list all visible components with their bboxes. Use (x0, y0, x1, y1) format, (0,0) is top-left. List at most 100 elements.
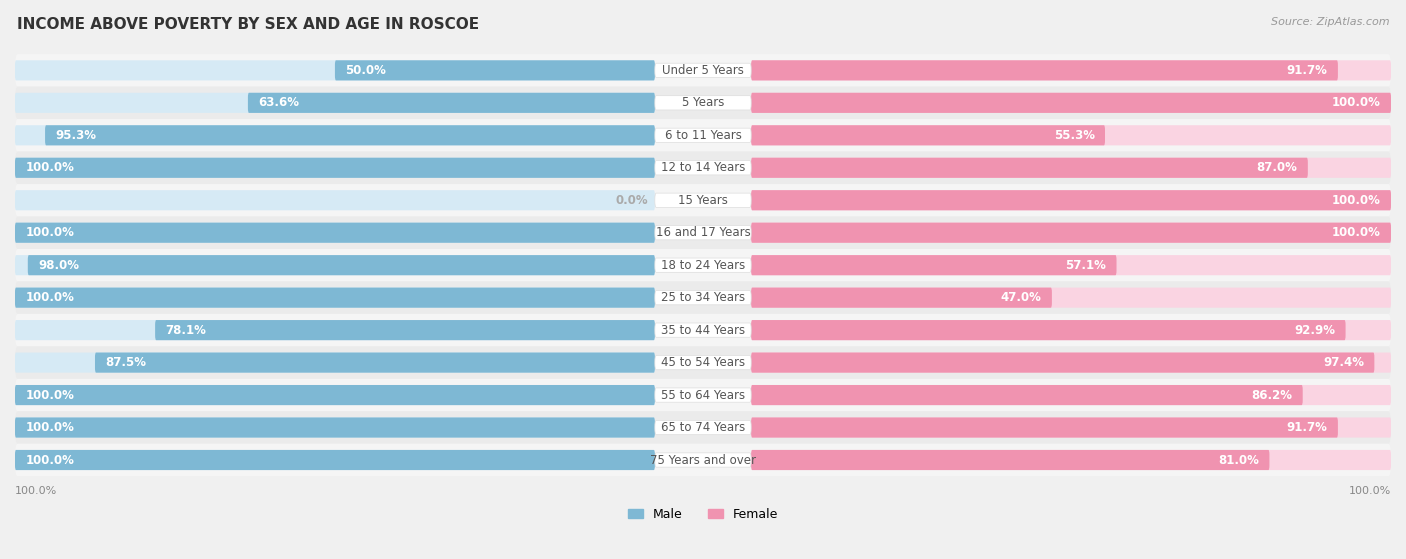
FancyBboxPatch shape (751, 320, 1391, 340)
FancyBboxPatch shape (15, 125, 655, 145)
Text: 0.0%: 0.0% (616, 194, 648, 207)
Text: 86.2%: 86.2% (1251, 389, 1292, 401)
FancyBboxPatch shape (655, 96, 751, 110)
Text: 100.0%: 100.0% (25, 226, 75, 239)
FancyBboxPatch shape (751, 93, 1391, 113)
Text: 18 to 24 Years: 18 to 24 Years (661, 259, 745, 272)
Text: 55.3%: 55.3% (1053, 129, 1095, 142)
FancyBboxPatch shape (15, 222, 655, 243)
FancyBboxPatch shape (15, 281, 1391, 314)
Text: 12 to 14 Years: 12 to 14 Years (661, 162, 745, 174)
Text: 5 Years: 5 Years (682, 96, 724, 110)
FancyBboxPatch shape (655, 226, 751, 240)
FancyBboxPatch shape (751, 320, 1346, 340)
FancyBboxPatch shape (15, 158, 655, 178)
FancyBboxPatch shape (15, 184, 1391, 216)
FancyBboxPatch shape (15, 249, 1391, 281)
FancyBboxPatch shape (96, 353, 655, 373)
Text: 100.0%: 100.0% (1331, 194, 1381, 207)
FancyBboxPatch shape (15, 255, 655, 275)
Text: 78.1%: 78.1% (166, 324, 207, 337)
FancyBboxPatch shape (751, 255, 1391, 275)
FancyBboxPatch shape (15, 216, 1391, 249)
FancyBboxPatch shape (15, 450, 655, 470)
FancyBboxPatch shape (15, 320, 655, 340)
Text: 100.0%: 100.0% (25, 162, 75, 174)
Text: 95.3%: 95.3% (55, 129, 97, 142)
Text: 16 and 17 Years: 16 and 17 Years (655, 226, 751, 239)
FancyBboxPatch shape (751, 60, 1391, 80)
FancyBboxPatch shape (15, 418, 655, 438)
Text: 100.0%: 100.0% (15, 486, 58, 496)
Text: Under 5 Years: Under 5 Years (662, 64, 744, 77)
FancyBboxPatch shape (45, 125, 655, 145)
Text: 35 to 44 Years: 35 to 44 Years (661, 324, 745, 337)
FancyBboxPatch shape (15, 314, 1391, 347)
Text: 98.0%: 98.0% (38, 259, 79, 272)
FancyBboxPatch shape (15, 93, 655, 113)
FancyBboxPatch shape (15, 60, 655, 80)
FancyBboxPatch shape (15, 54, 1391, 87)
FancyBboxPatch shape (655, 128, 751, 143)
FancyBboxPatch shape (15, 287, 655, 307)
FancyBboxPatch shape (15, 450, 655, 470)
FancyBboxPatch shape (751, 93, 1391, 113)
FancyBboxPatch shape (751, 287, 1391, 307)
FancyBboxPatch shape (15, 190, 655, 210)
Text: 100.0%: 100.0% (1348, 486, 1391, 496)
FancyBboxPatch shape (655, 258, 751, 272)
FancyBboxPatch shape (751, 353, 1374, 373)
Text: INCOME ABOVE POVERTY BY SEX AND AGE IN ROSCOE: INCOME ABOVE POVERTY BY SEX AND AGE IN R… (17, 17, 479, 32)
FancyBboxPatch shape (15, 347, 1391, 379)
FancyBboxPatch shape (751, 222, 1391, 243)
Text: 50.0%: 50.0% (346, 64, 387, 77)
FancyBboxPatch shape (751, 385, 1391, 405)
Text: 63.6%: 63.6% (259, 96, 299, 110)
FancyBboxPatch shape (15, 385, 655, 405)
FancyBboxPatch shape (751, 125, 1105, 145)
FancyBboxPatch shape (655, 356, 751, 369)
FancyBboxPatch shape (15, 385, 655, 405)
Text: 100.0%: 100.0% (25, 421, 75, 434)
FancyBboxPatch shape (247, 93, 655, 113)
Text: 92.9%: 92.9% (1295, 324, 1336, 337)
FancyBboxPatch shape (335, 60, 655, 80)
FancyBboxPatch shape (751, 418, 1391, 438)
Text: 6 to 11 Years: 6 to 11 Years (665, 129, 741, 142)
Text: 97.4%: 97.4% (1323, 356, 1364, 369)
Text: 55 to 64 Years: 55 to 64 Years (661, 389, 745, 401)
Text: 100.0%: 100.0% (1331, 96, 1381, 110)
FancyBboxPatch shape (15, 379, 1391, 411)
Text: Source: ZipAtlas.com: Source: ZipAtlas.com (1271, 17, 1389, 27)
FancyBboxPatch shape (15, 444, 1391, 476)
FancyBboxPatch shape (751, 385, 1303, 405)
FancyBboxPatch shape (155, 320, 655, 340)
FancyBboxPatch shape (15, 418, 655, 438)
Text: 87.5%: 87.5% (105, 356, 146, 369)
FancyBboxPatch shape (751, 255, 1116, 275)
FancyBboxPatch shape (751, 125, 1391, 145)
FancyBboxPatch shape (751, 158, 1391, 178)
Text: 45 to 54 Years: 45 to 54 Years (661, 356, 745, 369)
FancyBboxPatch shape (15, 87, 1391, 119)
FancyBboxPatch shape (15, 119, 1391, 151)
FancyBboxPatch shape (751, 287, 1052, 307)
Text: 91.7%: 91.7% (1286, 64, 1327, 77)
FancyBboxPatch shape (15, 353, 655, 373)
FancyBboxPatch shape (655, 420, 751, 435)
Text: 100.0%: 100.0% (25, 389, 75, 401)
FancyBboxPatch shape (751, 222, 1391, 243)
Text: 65 to 74 Years: 65 to 74 Years (661, 421, 745, 434)
FancyBboxPatch shape (751, 450, 1391, 470)
FancyBboxPatch shape (655, 291, 751, 305)
FancyBboxPatch shape (655, 63, 751, 78)
Legend: Male, Female: Male, Female (628, 508, 778, 520)
FancyBboxPatch shape (751, 190, 1391, 210)
Text: 25 to 34 Years: 25 to 34 Years (661, 291, 745, 304)
FancyBboxPatch shape (655, 323, 751, 337)
FancyBboxPatch shape (655, 388, 751, 402)
Text: 75 Years and over: 75 Years and over (650, 453, 756, 467)
Text: 87.0%: 87.0% (1257, 162, 1298, 174)
FancyBboxPatch shape (15, 222, 655, 243)
FancyBboxPatch shape (655, 193, 751, 207)
